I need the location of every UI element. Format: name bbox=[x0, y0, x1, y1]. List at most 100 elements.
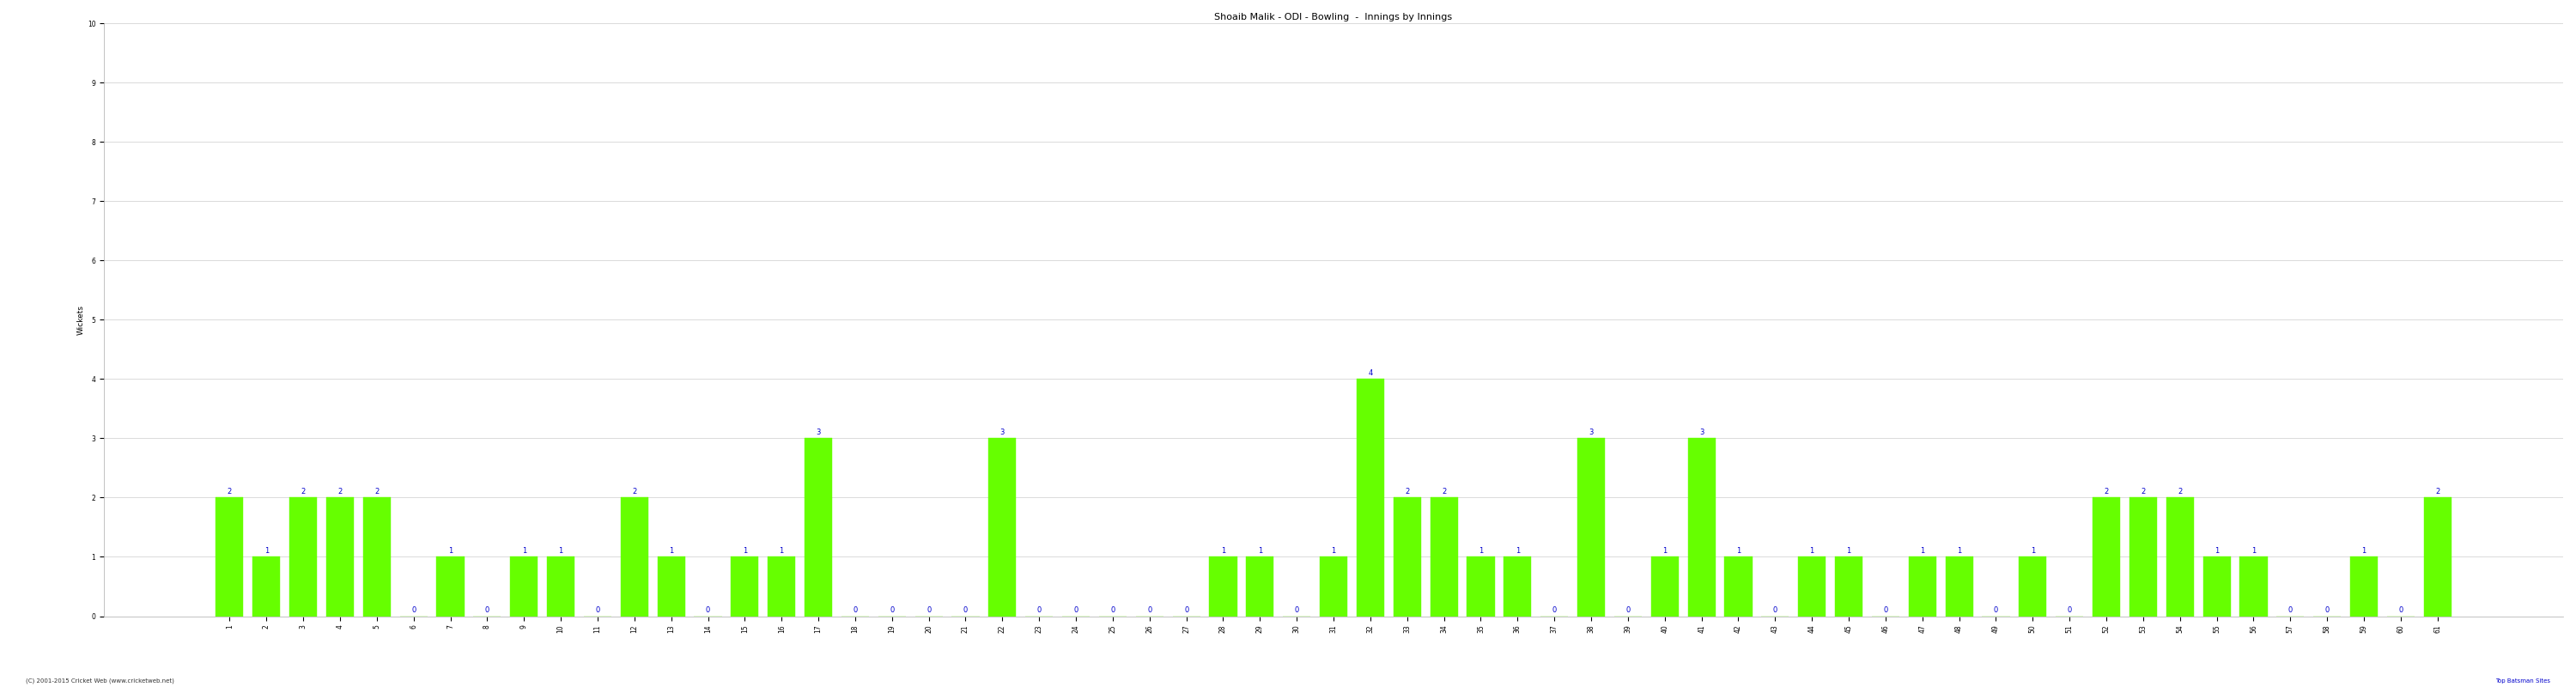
Text: 1: 1 bbox=[1515, 547, 1520, 554]
Bar bbox=[1945, 557, 1973, 616]
Text: 2: 2 bbox=[1443, 488, 1445, 495]
Bar bbox=[657, 557, 685, 616]
Bar bbox=[2020, 557, 2045, 616]
Bar bbox=[2092, 497, 2120, 616]
Text: 1: 1 bbox=[781, 547, 783, 554]
Bar bbox=[2239, 557, 2267, 616]
Bar bbox=[546, 557, 574, 616]
Text: 0: 0 bbox=[1994, 606, 1999, 613]
Bar bbox=[2130, 497, 2156, 616]
Text: 1: 1 bbox=[2362, 547, 2367, 554]
Text: 0: 0 bbox=[595, 606, 600, 613]
Bar bbox=[435, 557, 464, 616]
Bar bbox=[289, 497, 317, 616]
Text: 0: 0 bbox=[2069, 606, 2071, 613]
Bar bbox=[1466, 557, 1494, 616]
Text: 0: 0 bbox=[1110, 606, 1115, 613]
Text: 1: 1 bbox=[1662, 547, 1667, 554]
Bar bbox=[1577, 438, 1605, 616]
Bar bbox=[510, 557, 538, 616]
Text: 0: 0 bbox=[1038, 606, 1041, 613]
Bar bbox=[621, 497, 649, 616]
Text: 3: 3 bbox=[1700, 428, 1703, 436]
Bar bbox=[1358, 379, 1383, 616]
Text: 3: 3 bbox=[1589, 428, 1595, 436]
Bar bbox=[1723, 557, 1752, 616]
Text: 0: 0 bbox=[2287, 606, 2293, 613]
Text: 1: 1 bbox=[1221, 547, 1226, 554]
Bar bbox=[2349, 557, 2378, 616]
Bar bbox=[1909, 557, 1937, 616]
Bar bbox=[1394, 497, 1422, 616]
Bar bbox=[363, 497, 392, 616]
Text: 0: 0 bbox=[963, 606, 969, 613]
Text: 2: 2 bbox=[1404, 488, 1409, 495]
Title: Shoaib Malik - ODI - Bowling  -  Innings by Innings: Shoaib Malik - ODI - Bowling - Innings b… bbox=[1216, 13, 1453, 21]
Bar bbox=[1319, 557, 1347, 616]
Text: Top Batsman Sites: Top Batsman Sites bbox=[2496, 679, 2550, 684]
Text: 2: 2 bbox=[374, 488, 379, 495]
Text: 1: 1 bbox=[1847, 547, 1852, 554]
Text: 0: 0 bbox=[1883, 606, 1888, 613]
Text: 4: 4 bbox=[1368, 369, 1373, 376]
Bar bbox=[2166, 497, 2195, 616]
Bar bbox=[768, 557, 796, 616]
Bar bbox=[1247, 557, 1273, 616]
Bar bbox=[2424, 497, 2452, 616]
Text: 0: 0 bbox=[1553, 606, 1556, 613]
Text: 0: 0 bbox=[1772, 606, 1777, 613]
Bar bbox=[327, 497, 353, 616]
Text: 2: 2 bbox=[337, 488, 343, 495]
Bar bbox=[804, 438, 832, 616]
Text: 3: 3 bbox=[999, 428, 1005, 436]
Text: 1: 1 bbox=[1919, 547, 1924, 554]
Text: 2: 2 bbox=[227, 488, 232, 495]
Text: 1: 1 bbox=[1257, 547, 1262, 554]
Bar bbox=[1504, 557, 1530, 616]
Text: 0: 0 bbox=[853, 606, 858, 613]
Text: 1: 1 bbox=[2251, 547, 2257, 554]
Text: 2: 2 bbox=[2177, 488, 2182, 495]
Text: 0: 0 bbox=[927, 606, 930, 613]
Text: 0: 0 bbox=[412, 606, 415, 613]
Text: 1: 1 bbox=[559, 547, 564, 554]
Text: 0: 0 bbox=[1185, 606, 1188, 613]
Text: 1: 1 bbox=[448, 547, 453, 554]
Text: 1: 1 bbox=[1958, 547, 1960, 554]
Text: 1: 1 bbox=[1811, 547, 1814, 554]
Bar bbox=[1430, 497, 1458, 616]
Text: 1: 1 bbox=[523, 547, 526, 554]
Text: 1: 1 bbox=[2215, 547, 2218, 554]
Text: 2: 2 bbox=[631, 488, 636, 495]
Text: 1: 1 bbox=[1736, 547, 1741, 554]
Bar bbox=[216, 497, 242, 616]
Bar bbox=[252, 557, 281, 616]
Bar bbox=[1208, 557, 1236, 616]
Text: 0: 0 bbox=[2326, 606, 2329, 613]
Text: 0: 0 bbox=[2398, 606, 2403, 613]
Text: 2: 2 bbox=[2141, 488, 2146, 495]
Text: 0: 0 bbox=[1296, 606, 1298, 613]
Bar bbox=[2202, 557, 2231, 616]
Text: 0: 0 bbox=[1146, 606, 1151, 613]
Bar bbox=[1798, 557, 1826, 616]
Text: 0: 0 bbox=[889, 606, 894, 613]
Text: 1: 1 bbox=[1479, 547, 1484, 554]
Text: 1: 1 bbox=[670, 547, 672, 554]
Text: 3: 3 bbox=[817, 428, 822, 436]
Text: 0: 0 bbox=[706, 606, 711, 613]
Text: 2: 2 bbox=[301, 488, 307, 495]
Bar bbox=[1651, 557, 1680, 616]
Text: 0: 0 bbox=[1625, 606, 1631, 613]
Text: 0: 0 bbox=[484, 606, 489, 613]
Bar bbox=[1687, 438, 1716, 616]
Text: 2: 2 bbox=[2434, 488, 2439, 495]
Text: 1: 1 bbox=[742, 547, 747, 554]
Text: 1: 1 bbox=[265, 547, 268, 554]
Bar bbox=[989, 438, 1015, 616]
Text: 1: 1 bbox=[1332, 547, 1337, 554]
Y-axis label: Wickets: Wickets bbox=[77, 305, 85, 335]
Text: 0: 0 bbox=[1074, 606, 1079, 613]
Text: 2: 2 bbox=[2105, 488, 2110, 495]
Text: 1: 1 bbox=[2030, 547, 2035, 554]
